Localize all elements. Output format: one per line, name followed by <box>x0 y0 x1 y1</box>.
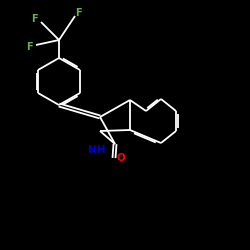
Text: F: F <box>31 14 37 24</box>
Text: F: F <box>26 42 32 52</box>
Text: NH: NH <box>88 145 106 155</box>
Text: F: F <box>75 8 81 18</box>
Text: O: O <box>116 153 126 163</box>
